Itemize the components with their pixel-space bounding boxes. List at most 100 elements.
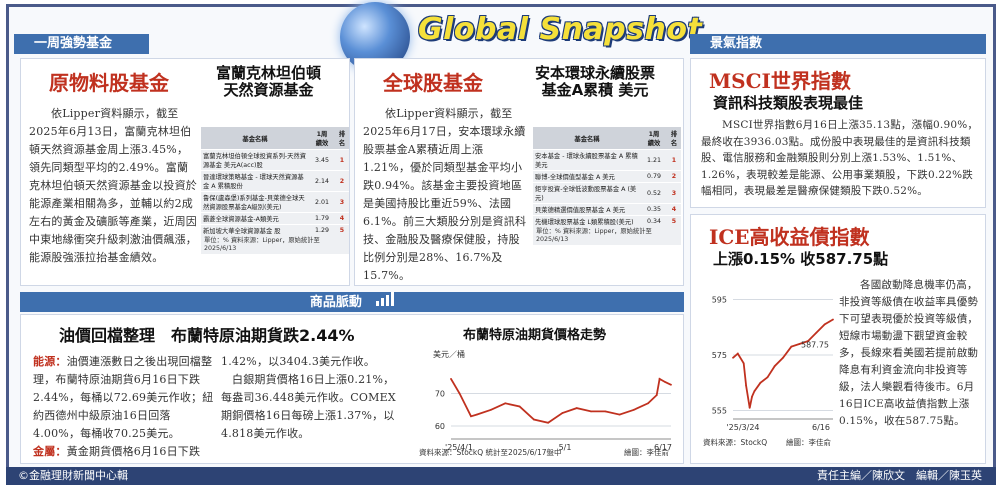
ice-drawer: 繪圖：李佳俞 — [786, 438, 831, 447]
fund2-cell-name: 鉅亨投資-全球低波動股票基金 A (美元) — [533, 182, 641, 204]
data-point — [736, 352, 739, 355]
data-point — [807, 340, 809, 342]
fund2-cell-rank: 4 — [667, 203, 681, 216]
data-point — [475, 413, 478, 416]
fund2-row: 貝萊德精選價值股票基金 A 美元 0.35 4 — [533, 203, 681, 216]
fund2-category: 全球股基金 — [383, 71, 483, 95]
fund2-row: 先機環球股票基金 L類累積股(美元) 0.34 5 — [533, 215, 681, 227]
data-point — [823, 323, 826, 326]
data-point — [832, 318, 834, 321]
fund1-row: 霸菱全球資源基金-A類美元 1.79 4 — [201, 212, 349, 225]
data-point — [458, 392, 461, 395]
data-point — [670, 383, 672, 386]
fund2-body: 依Lipper資料顯示，截至2025年6月17日，安本環球永續股票基金A累積近周… — [363, 107, 527, 282]
data-point — [766, 376, 769, 379]
oil-col2: 1.42%，以3404.3美元作收。 白銀期貨價格16日上漲0.21%，每盎司3… — [221, 353, 405, 443]
ice-title: ICE高收益債指數 — [709, 225, 870, 249]
data-point — [748, 406, 751, 409]
fund1-table-wrap: 基金名稱 1周 績效 排名 富蘭克林坦伯頓全球投資系列-天然資源基金 美元A(a… — [201, 127, 349, 254]
fund2-row: 鉅亨投資-全球低波動股票基金 A (美元) 0.52 3 — [533, 182, 681, 204]
fund1-cell-name: 鲁保(盧森堡)系列基金-貝萊德全球天然資源股票基金A級別(美元) — [201, 191, 309, 213]
data-point — [759, 381, 762, 384]
msci-title: MSCI世界指數 — [709, 69, 851, 93]
section-label-commodities: 商品脈動 — [309, 295, 362, 310]
data-point — [450, 377, 452, 380]
data-point — [655, 394, 658, 397]
x-tick-label: '25/4/1 — [445, 443, 473, 452]
fund2-table-wrap: 基金名稱 1周 績效 排名 安本基金 - 環球永續股票基金 A 累積 美元 1.2… — [533, 127, 681, 245]
gold-text: 黃金期貨價格6月16日下跌 — [66, 445, 201, 458]
gold-label: 金屬： — [33, 445, 67, 458]
section-bar-commodities: 商品脈動 — [20, 292, 684, 312]
fund2-table: 基金名稱 1周 績效 排名 安本基金 - 環球永續股票基金 A 累積 美元 1.2… — [533, 127, 681, 227]
data-point — [604, 410, 607, 413]
section-bar-weekly-funds: 一周強勢基金 — [14, 34, 149, 54]
ice-body: 各國啟動降息機率仍高，非投資等級債在收益率具優勢下可望表現優於投資等級債，短線市… — [839, 279, 979, 427]
data-point — [828, 320, 831, 323]
data-point — [798, 342, 801, 345]
data-point — [664, 381, 667, 384]
fund1-cell-rank: 3 — [335, 191, 349, 213]
fund2-table-note: 單位：% 資料來源：Lipper，原始統計至2025/6/13 — [533, 227, 681, 245]
fund1-cell-return: 1.79 — [309, 212, 335, 225]
fund1-cell-return: 3.45 — [309, 149, 335, 171]
fund2-th-ret: 1周 績效 — [641, 127, 667, 150]
data-point — [790, 345, 793, 348]
data-label: 587.75 — [801, 341, 829, 350]
msci-panel: MSCI世界指數 資訊科技類股表現最佳 MSCI世界指數6月16日上漲35.13… — [690, 58, 986, 208]
fund1-cell-return: 2.14 — [309, 170, 335, 192]
data-point — [732, 356, 734, 359]
msci-body: MSCI世界指數6月16日上漲35.13點，漲幅0.90%，最終收在3936.0… — [701, 119, 979, 197]
series-line — [450, 377, 672, 424]
ice-chart: 555 575 595 '25/3/24 6/16 587.75 — [712, 295, 834, 432]
msci-subtitle: 資訊科技類股表現最佳 — [713, 94, 864, 112]
fund1-name: 富蘭克林坦伯頓 天然資源基金 — [216, 65, 321, 99]
fund-panel-1: 原物料股基金 富蘭克林坦伯頓 天然資源基金 依Lipper資料顯示，截至2025… — [20, 58, 350, 286]
footer-copyright: ©金融理財新聞中心輯 — [18, 469, 128, 482]
fund2-cell-rank: 1 — [667, 149, 681, 171]
ice-subtitle: 上漲0.15% 收587.75點 — [713, 250, 889, 268]
fund1-category: 原物料股基金 — [49, 71, 169, 95]
fund2-th-name: 基金名稱 — [533, 127, 641, 150]
data-point — [658, 377, 661, 380]
data-point — [518, 405, 521, 408]
fund2-cell-name: 安本基金 - 環球永續股票基金 A 累積 美元 — [533, 149, 641, 171]
data-point — [532, 418, 535, 421]
footer-credits: 責任主編／陳欣文 編輯／陳玉英 — [817, 469, 982, 482]
brent-drawer: 繪圖：李佳俞 — [624, 448, 669, 457]
data-point — [618, 413, 621, 416]
fund1-name-line2: 天然資源基金 — [223, 81, 314, 99]
data-point — [504, 402, 507, 405]
data-point — [773, 365, 776, 368]
fund1-cell-name: 晉達環球策略基金 - 環球天然資源基金 A 累積股份 — [201, 170, 309, 192]
col2-text2: 白銀期貨價格16日上漲0.21%，每盎司36.448美元作收。COMEX期銅價格… — [221, 373, 396, 440]
data-point — [575, 407, 578, 410]
oil-title: 油價回檔整理 布蘭特原油期貨跌2.44% — [59, 326, 355, 345]
section-label-weekly-funds: 一周強勢基金 — [34, 36, 113, 51]
ice-chart-credits: 資料來源：StockQ 繪圖：李佳俞 — [703, 437, 831, 448]
fund1-cell-return: 2.01 — [309, 191, 335, 213]
fund1-cell-rank: 5 — [335, 224, 349, 236]
oil-col1: 能源：油價連漲數日之後出現回檔整理，布蘭特原油期貨6月16日下跌2.44%，每桶… — [33, 353, 215, 461]
fund2-cell-rank: 5 — [667, 215, 681, 227]
fund2-name-line1: 安本環球永續股票 — [535, 64, 656, 82]
fund1-row: 晉達環球策略基金 - 環球天然資源基金 A 累積股份 2.14 2 — [201, 170, 349, 192]
x-tick-label: 6/16 — [812, 423, 830, 432]
data-point — [742, 362, 745, 365]
brent-chart: 美元／桶 60 70 '25/4/1 5/1 6/17 — [433, 349, 672, 452]
commodity-panel: 油價回檔整理 布蘭特原油期貨跌2.44% 能源：油價連漲數日之後出現回檔整理，布… — [20, 314, 684, 464]
y-tick-label: 555 — [712, 407, 727, 416]
data-point — [751, 395, 753, 398]
x-tick-label: '25/3/24 — [726, 423, 759, 432]
fund2-tbody: 安本基金 - 環球永續股票基金 A 累積 美元 1.21 1 聯博-全球價值型基金 A… — [533, 149, 681, 227]
data-point — [753, 390, 756, 393]
series-line — [732, 318, 834, 409]
fund1-name-line1: 富蘭克林坦伯頓 — [216, 64, 322, 82]
data-point — [547, 421, 550, 424]
fund2-cell-return: 1.21 — [641, 149, 667, 171]
data-point — [590, 410, 592, 413]
fund2-cell-return: 0.34 — [641, 215, 667, 227]
fund1-cell-name: 富蘭克林坦伯頓全球投資系列-天然資源基金 美元A(acc)股 — [201, 149, 309, 171]
fund1-row: 富蘭克林坦伯頓全球投資系列-天然資源基金 美元A(acc)股 3.45 1 — [201, 149, 349, 171]
fund1-body: 依Lipper資料顯示，截至2025年6月13日，富蘭克林坦伯頓天然資源基金周上… — [29, 107, 197, 264]
